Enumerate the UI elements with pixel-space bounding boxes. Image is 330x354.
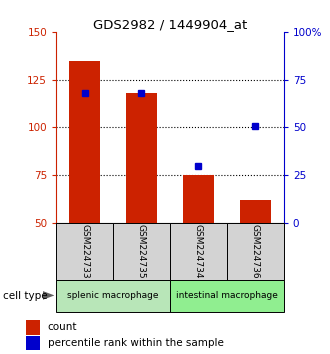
Bar: [183, 175, 214, 223]
FancyBboxPatch shape: [170, 223, 227, 280]
Text: splenic macrophage: splenic macrophage: [67, 291, 159, 300]
FancyBboxPatch shape: [56, 223, 113, 280]
FancyBboxPatch shape: [113, 223, 170, 280]
Text: GSM224734: GSM224734: [194, 224, 203, 279]
Title: GDS2982 / 1449904_at: GDS2982 / 1449904_at: [93, 18, 247, 31]
Text: cell type: cell type: [3, 291, 48, 301]
Text: count: count: [48, 322, 77, 332]
Bar: [126, 93, 157, 223]
Text: GSM224733: GSM224733: [80, 224, 89, 279]
Text: intestinal macrophage: intestinal macrophage: [176, 291, 278, 300]
Bar: [240, 200, 271, 223]
Bar: [69, 61, 100, 223]
Text: GSM224736: GSM224736: [251, 224, 260, 279]
FancyBboxPatch shape: [56, 280, 170, 312]
FancyBboxPatch shape: [170, 280, 284, 312]
Text: percentile rank within the sample: percentile rank within the sample: [48, 338, 224, 348]
Text: GSM224735: GSM224735: [137, 224, 146, 279]
Polygon shape: [43, 291, 54, 300]
FancyBboxPatch shape: [227, 223, 284, 280]
